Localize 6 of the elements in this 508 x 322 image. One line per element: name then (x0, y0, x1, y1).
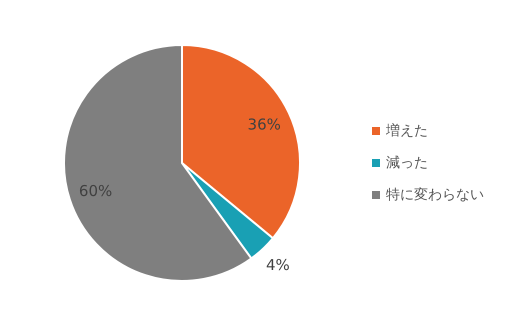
data-label: 60% (78, 182, 112, 200)
legend-label: 増えた (386, 123, 428, 139)
legend-label: 特に変わらない (386, 187, 484, 203)
legend-label: 減った (386, 155, 428, 171)
data-label: 36% (248, 115, 281, 134)
data-label: 4% (266, 256, 290, 274)
